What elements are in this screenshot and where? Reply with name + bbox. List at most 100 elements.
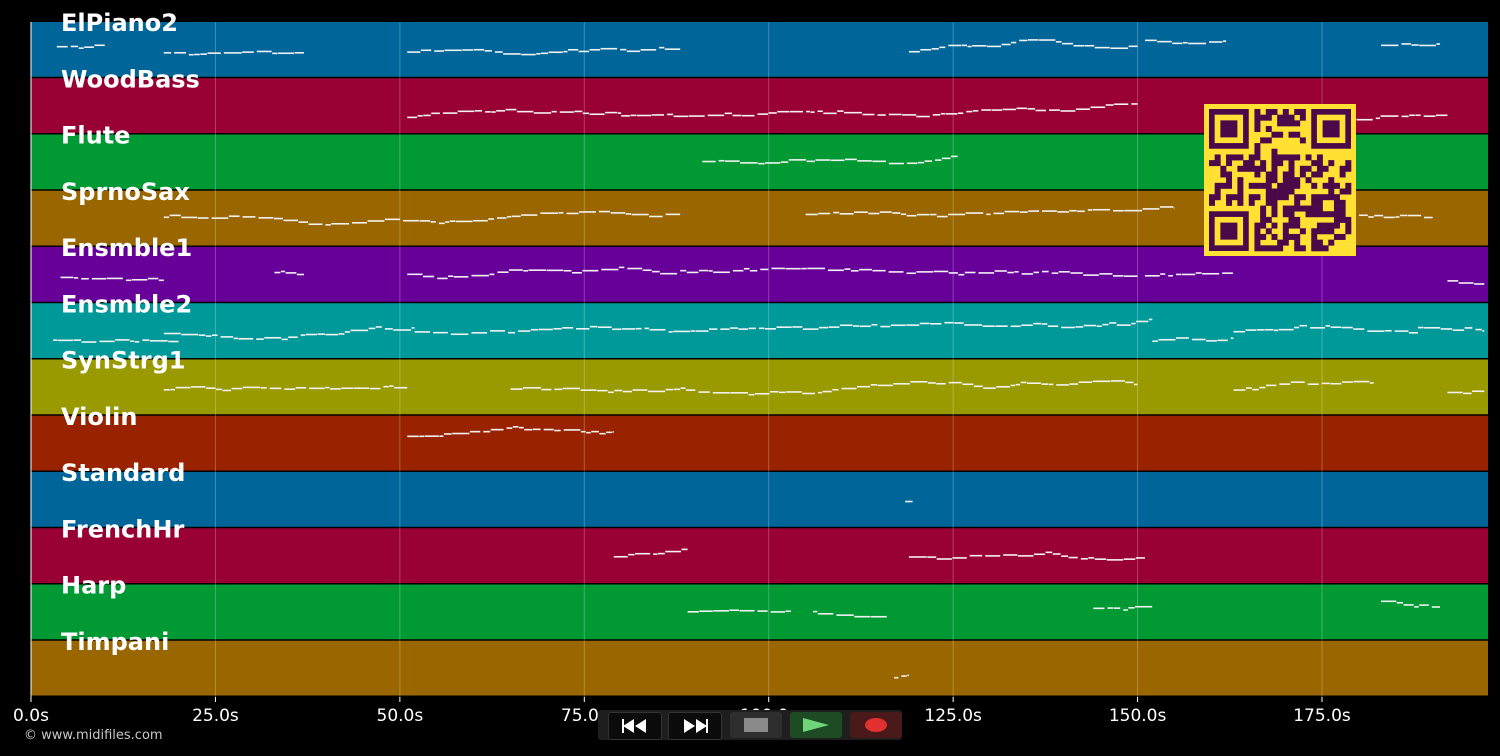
note [341, 387, 354, 390]
note [1233, 389, 1246, 391]
note [758, 327, 765, 330]
note [532, 428, 541, 431]
note [965, 212, 984, 214]
note [1299, 324, 1308, 327]
note [1110, 47, 1129, 50]
fast-forward-button[interactable] [668, 712, 722, 740]
note [1265, 328, 1274, 331]
play-button[interactable] [790, 712, 842, 738]
qr-module [1333, 205, 1340, 212]
note [748, 327, 756, 330]
note [743, 267, 750, 270]
qr-module [1282, 120, 1289, 127]
note [910, 380, 928, 383]
note [1068, 556, 1078, 559]
note [1092, 380, 1111, 383]
qr-module [1220, 171, 1227, 178]
track-label: Standard [61, 459, 185, 487]
qr-module [1277, 194, 1284, 201]
track-label: SynStrg1 [61, 347, 186, 375]
note [1182, 41, 1188, 44]
note [1105, 104, 1114, 106]
note [539, 328, 553, 331]
qr-module [1226, 160, 1233, 167]
note [907, 674, 909, 677]
qr-module [1254, 165, 1261, 172]
note [438, 222, 445, 225]
tick-label: 50.0s [377, 706, 424, 726]
note [673, 115, 689, 118]
note [995, 325, 1008, 327]
rewind-button[interactable] [608, 712, 662, 740]
note [893, 383, 910, 385]
qr-module [1248, 165, 1255, 172]
qr-module [1294, 199, 1301, 206]
qr-module [1226, 194, 1233, 201]
qr-module [1237, 182, 1244, 189]
note [496, 110, 506, 112]
tick-label: 175.0s [1293, 706, 1351, 726]
note [1233, 330, 1245, 333]
note [778, 391, 786, 394]
note [1084, 44, 1095, 47]
note [908, 50, 920, 53]
note [944, 321, 954, 324]
note [507, 215, 512, 218]
tick-label: 125.0s [924, 706, 982, 726]
note [817, 612, 834, 615]
note [1245, 329, 1257, 331]
note [242, 216, 256, 218]
qr-module [1226, 182, 1233, 189]
note [1310, 327, 1325, 329]
note [828, 326, 840, 328]
note [1070, 272, 1083, 274]
note [936, 558, 952, 560]
qr-module [1294, 131, 1301, 138]
note [485, 111, 491, 113]
note [1027, 39, 1039, 41]
note [233, 337, 238, 340]
note [452, 432, 470, 435]
stop-button[interactable] [730, 712, 782, 738]
note [720, 328, 730, 330]
note [205, 387, 216, 389]
note [707, 114, 725, 117]
note [961, 44, 968, 47]
note [541, 388, 552, 391]
note [530, 328, 539, 331]
note [857, 160, 872, 162]
note [1290, 381, 1305, 383]
note [1073, 44, 1084, 47]
note [420, 49, 432, 52]
note [601, 268, 619, 271]
note [739, 609, 755, 612]
note [1424, 326, 1441, 329]
note [521, 53, 536, 56]
note [384, 218, 401, 221]
qr-module [1265, 216, 1272, 223]
note [352, 221, 368, 224]
note [962, 383, 974, 386]
note [509, 269, 523, 271]
note [1144, 39, 1157, 42]
qr-module [1311, 194, 1318, 201]
track-label: Harp [61, 572, 126, 600]
note [1051, 272, 1059, 274]
note [836, 614, 854, 616]
note [507, 331, 516, 334]
note [354, 387, 370, 389]
qr-module [1271, 211, 1278, 218]
note [941, 157, 951, 160]
note [939, 46, 946, 49]
note [686, 389, 696, 391]
note [967, 45, 972, 48]
qr-module [1311, 171, 1318, 178]
record-button[interactable] [850, 712, 902, 738]
note [1431, 606, 1441, 608]
note [521, 214, 538, 216]
note [888, 271, 904, 273]
note [724, 160, 740, 162]
note [1113, 607, 1121, 609]
note [554, 388, 563, 391]
